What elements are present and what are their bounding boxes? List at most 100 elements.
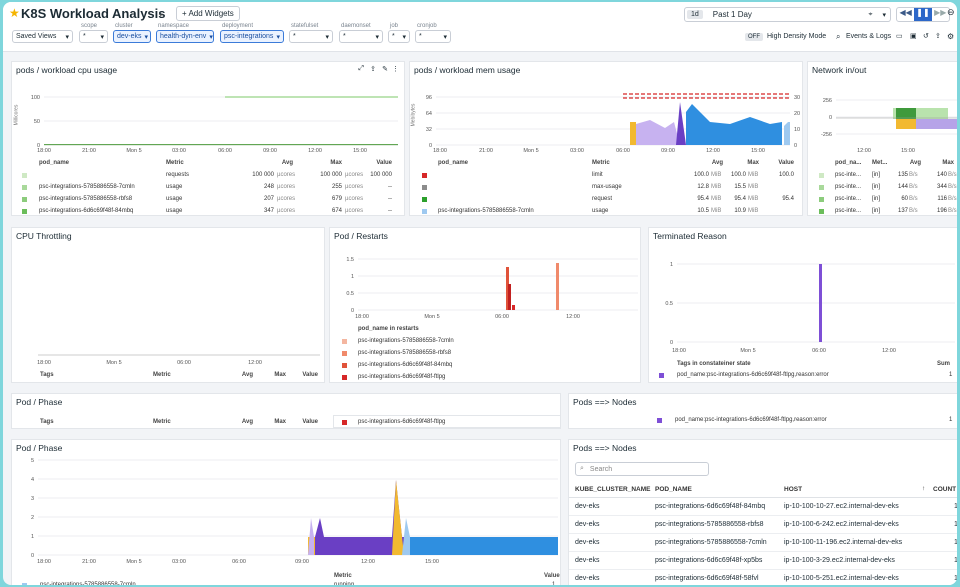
legend-avg: 347 <box>263 208 274 214</box>
terminated-reason-chart[interactable]: 1 0.5 0 18:00 Mon 5 06:00 12:00 <box>649 228 957 358</box>
chevron-down-icon[interactable]: ▾ <box>882 11 886 19</box>
edit-icon[interactable]: ✎ <box>382 66 388 73</box>
y-tick-label: 5 <box>31 458 34 464</box>
filter-statefulset-dropdown[interactable]: * ▾ <box>289 30 333 43</box>
column-header-count[interactable]: COUNT <box>933 486 957 493</box>
legend-metric: [in] <box>872 196 881 202</box>
filter-scope-dropdown[interactable]: * ▾ <box>79 30 108 43</box>
column-header-host[interactable]: HOST <box>784 486 803 493</box>
legend-pod[interactable]: psc-inte... <box>835 172 862 178</box>
history-icon[interactable]: ↺ <box>923 33 929 40</box>
legend-pod[interactable]: psc-integrations-6d6c69f48f-84mbq <box>39 208 134 214</box>
legend-swatch <box>342 375 347 380</box>
legend-swatch <box>22 209 27 214</box>
filter-job-dropdown[interactable]: * ▾ <box>388 30 410 43</box>
filter-value: health-dyn-env <box>160 33 207 40</box>
high-density-label: High Density Mode <box>767 33 827 40</box>
cpu-throttling-chart[interactable]: 18:00 Mon 5 06:00 12:00 <box>12 228 325 368</box>
legend-unit: µcores <box>277 208 296 214</box>
restart-bar <box>508 284 511 310</box>
legend-label[interactable]: psc-integrations-5785886558-7cmln <box>358 338 454 344</box>
add-widgets-button[interactable]: + Add Widgets <box>176 6 240 21</box>
y-tick-label: 0 <box>351 308 354 314</box>
y2-tick-label: 10 <box>794 127 800 133</box>
legend-title: pod_name in restarts <box>358 326 419 332</box>
x-tick-label: 21:00 <box>479 148 493 154</box>
forward-icon[interactable]: ▶▶ <box>934 8 947 17</box>
pod-restarts-chart[interactable]: 1.5 1 0.5 018:00 Mon 5 06:00 12:00 <box>330 228 641 328</box>
y-tick-label: 256 <box>823 98 832 104</box>
tv-icon[interactable]: ▭ <box>896 33 903 40</box>
table-row[interactable]: dev-eks psc-integrations-5785886558-7cmln… <box>569 534 957 552</box>
events-logs-button[interactable]: Events & Logs <box>846 33 892 40</box>
legend-column-header: Value <box>778 160 794 166</box>
pause-icon[interactable]: ❚❚ <box>914 8 932 21</box>
filter-cluster-dropdown[interactable]: dev-eks ▾ <box>113 30 151 43</box>
legend-pod[interactable]: psc-integrations-5785886558-7cmln <box>39 184 135 190</box>
legend-avg: 135 <box>897 172 908 178</box>
export-icon[interactable]: ⇪ <box>935 33 941 40</box>
x-tick-label: 18:00 <box>672 348 686 354</box>
chevron-down-icon: ▾ <box>443 33 447 41</box>
filter-daemonset-dropdown[interactable]: * ▾ <box>339 30 383 43</box>
x-tick-label: 18:00 <box>37 360 51 366</box>
value-column-header: Value <box>544 573 560 579</box>
pin-icon[interactable]: ⌖ <box>868 10 873 18</box>
share-icon[interactable]: ⇪ <box>370 66 376 73</box>
x-tick-label: Mon 5 <box>126 559 141 565</box>
table-row[interactable]: dev-eks psc-integrations-6d6c69f48f-58fvl… <box>569 570 957 585</box>
filter-namespace-dropdown[interactable]: health-dyn-env ▾ <box>156 30 214 43</box>
star-icon[interactable]: ★ <box>9 6 20 20</box>
widget-title: Network in/out <box>812 65 867 75</box>
column-header-cluster[interactable]: KUBE_CLUSTER_NAME <box>575 486 651 493</box>
table-row[interactable]: dev-eks psc-integrations-6d6c69f48f-84mbq… <box>569 498 957 516</box>
rewind-icon[interactable]: ◀◀ <box>899 8 912 17</box>
column-header-pod[interactable]: POD_NAME <box>655 486 692 493</box>
legend-unit: µcores <box>277 196 296 202</box>
high-density-toggle[interactable]: OFF <box>745 33 763 41</box>
pod-phase-chart[interactable]: 5 4 3 2 1 018:00 21:00 Mon 5 03:00 06:00 09:00 12:0… <box>12 440 561 575</box>
legend-column-header: Value <box>376 160 392 166</box>
legend-pod[interactable]: psc-integrations-5785886558-7cmln <box>438 208 534 214</box>
search-input[interactable]: ⌕ Search <box>575 462 709 476</box>
legend-pod[interactable]: psc-integrations-5785886558-rbfs8 <box>39 196 133 202</box>
cell-cluster: dev-eks <box>575 521 600 528</box>
sort-arrow-icon[interactable]: ↑ <box>922 485 926 492</box>
widget-title: Pod / Phase <box>16 397 63 407</box>
legend-avg: 100.0 <box>693 172 709 178</box>
legend-label[interactable]: psc-integrations-6d6c69f48f-84mbq <box>358 362 453 368</box>
cpu-usage-chart[interactable]: 100 50 018:00 21:00 Mon 5 03:00 06:00 09:00 12:0… <box>12 62 405 162</box>
restart-bar <box>506 267 509 310</box>
gear-icon[interactable]: ⚙ <box>947 32 955 41</box>
legend-column-header: pod_name <box>438 160 469 166</box>
legend-pod[interactable]: psc-inte... <box>835 196 862 202</box>
pod-phase-widget: Pod / Phase 5 4 3 2 1 0 18:00 21:00 Mon 5 03:00 06… <box>11 439 561 585</box>
cell-cluster: dev-eks <box>575 557 600 564</box>
filter-deployment-dropdown[interactable]: psc-integrations ▾ <box>220 30 284 43</box>
monitor-icon[interactable]: ▣ <box>910 33 917 40</box>
table-row[interactable]: dev-eks psc-integrations-6d6c69f48f-xp5bs… <box>569 552 957 570</box>
time-range-selector[interactable]: 1d Past 1 Day ⌖ ▾ <box>684 7 891 22</box>
filter-cronjob-dropdown[interactable]: * ▾ <box>415 30 451 43</box>
legend-pod[interactable]: psc-inte... <box>835 208 862 214</box>
search-icon[interactable]: ⌕ <box>836 32 841 41</box>
chevron-down-icon[interactable]: ⌄ <box>157 8 165 18</box>
x-tick-label: Mon 5 <box>424 314 439 320</box>
saved-views-dropdown[interactable]: Saved Views ▾ <box>12 30 73 43</box>
legend-value: -- <box>388 196 392 202</box>
more-icon[interactable]: ⋮ <box>392 66 399 73</box>
table-row[interactable]: dev-eks psc-integrations-5785886558-rbfs8… <box>569 516 957 534</box>
legend-swatch <box>22 173 27 178</box>
legend-label[interactable]: psc-integrations-6d6c69f48f-ftlpg <box>358 374 446 380</box>
dashboard-title: K8S Workload Analysis <box>21 6 166 21</box>
legend-metric: limit <box>592 172 603 178</box>
legend-unit: µcores <box>277 172 296 178</box>
cell-count: 1 <box>954 557 957 564</box>
zoom-out-icon[interactable]: ⊖ <box>947 7 955 17</box>
legend-column-header: Max <box>274 419 286 425</box>
legend-pod[interactable]: psc-inte... <box>835 184 862 190</box>
legend-label[interactable]: psc-integrations-5785886558-rbfs8 <box>358 350 452 356</box>
expand-icon[interactable]: ⤢ <box>358 65 364 72</box>
network-chart[interactable]: 256 0 -256 12:00 15:00 <box>808 62 957 162</box>
